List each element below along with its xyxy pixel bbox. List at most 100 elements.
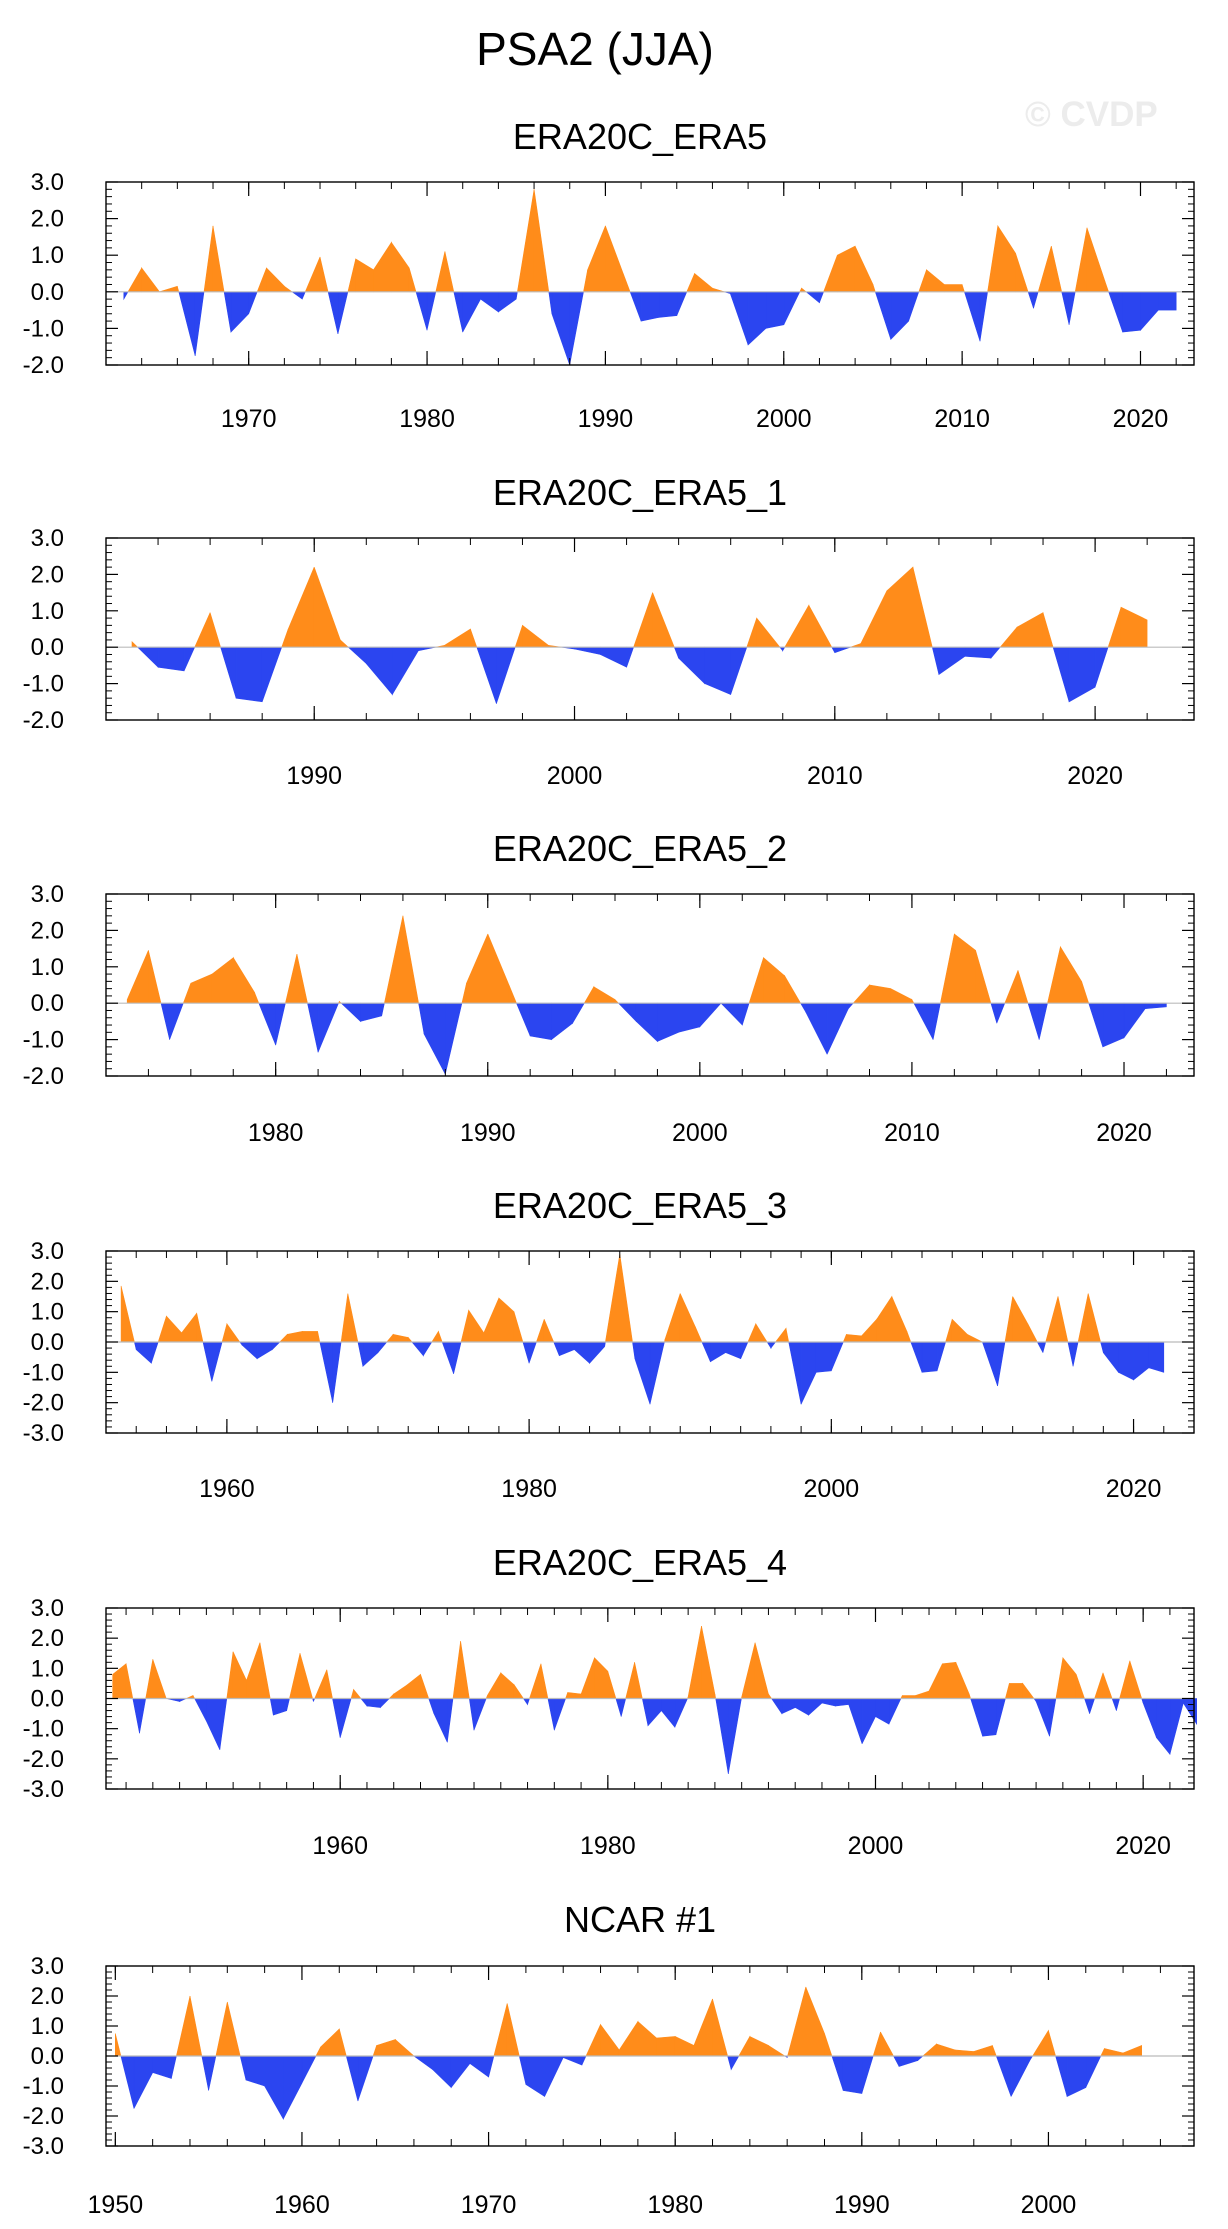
y-tick-label: -2.0 xyxy=(23,1746,64,1773)
positive-anomaly-area xyxy=(141,267,161,293)
positive-anomaly-area xyxy=(145,1659,154,1699)
negative-anomaly-area xyxy=(230,291,249,333)
positive-anomaly-area xyxy=(393,1684,408,1699)
negative-anomaly-area xyxy=(1035,1698,1050,1737)
positive-anomaly-area xyxy=(435,251,446,293)
negative-anomaly-area xyxy=(120,2055,135,2109)
positive-anomaly-area xyxy=(493,2003,508,2057)
y-tick-label: 3.0 xyxy=(31,169,64,196)
positive-anomaly-area xyxy=(176,1995,191,2057)
positive-anomaly-area xyxy=(674,2036,695,2057)
x-tick-label: 2020 xyxy=(1096,1119,1152,1147)
positive-anomaly-area xyxy=(1005,1683,1010,1699)
negative-anomaly-area xyxy=(727,1698,742,1774)
negative-anomaly-area xyxy=(220,646,237,699)
positive-anomaly-area xyxy=(768,2044,786,2057)
negative-anomaly-area xyxy=(995,2055,1012,2097)
negative-anomaly-area xyxy=(133,2055,153,2109)
positive-anomaly-area xyxy=(954,2049,975,2057)
negative-anomaly-area xyxy=(1148,1341,1165,1373)
positive-anomaly-area xyxy=(915,1690,930,1699)
negative-anomaly-area xyxy=(1158,291,1177,311)
positive-anomaly-area xyxy=(196,1313,204,1343)
positive-anomaly-area xyxy=(787,1986,807,2057)
negative-anomaly-area xyxy=(661,1698,676,1729)
y-tick-label: -3.0 xyxy=(23,1420,64,1447)
negative-anomaly-area xyxy=(1027,1002,1040,1040)
positive-anomaly-area xyxy=(320,2028,340,2057)
negative-anomaly-area xyxy=(307,1002,319,1053)
positive-anomaly-area xyxy=(580,1657,595,1699)
positive-anomaly-area xyxy=(922,2043,937,2057)
negative-anomaly-area xyxy=(480,291,499,313)
negative-anomaly-area xyxy=(861,2055,874,2094)
negative-anomaly-area xyxy=(1103,1341,1119,1374)
chart-panel-4: ERA20C_ERA5_3 -3.0 -2.0 -1.0 0.0 1.0 2.0 3.0 196… xyxy=(23,1185,1195,1503)
positive-anomaly-area xyxy=(431,1330,439,1343)
negative-anomaly-area xyxy=(632,1341,636,1359)
negative-anomaly-area xyxy=(239,2055,247,2081)
positive-anomaly-area xyxy=(392,1334,409,1343)
positive-anomaly-area xyxy=(823,255,838,293)
positive-anomaly-area xyxy=(287,566,315,648)
negative-anomaly-area xyxy=(522,1698,528,1706)
negative-anomaly-area xyxy=(678,1002,701,1033)
y-tick-label: 2.0 xyxy=(31,561,64,588)
negative-anomaly-area xyxy=(657,1002,679,1042)
negative-anomaly-area xyxy=(261,646,283,702)
positive-anomaly-area xyxy=(587,225,606,293)
positive-anomaly-area xyxy=(876,1295,893,1343)
negative-anomaly-area xyxy=(223,291,232,333)
positive-anomaly-area xyxy=(540,1663,549,1699)
positive-anomaly-area xyxy=(296,954,308,1004)
positive-anomaly-area xyxy=(634,1662,643,1699)
positive-anomaly-area xyxy=(987,225,999,293)
negative-anomaly-area xyxy=(379,1698,391,1709)
positive-anomaly-area xyxy=(286,1331,303,1343)
positive-anomaly-area xyxy=(836,245,856,293)
negative-anomaly-area xyxy=(1116,1698,1120,1711)
y-tick-label: 2.0 xyxy=(31,917,64,944)
negative-anomaly-area xyxy=(1169,1698,1184,1755)
negative-anomaly-area xyxy=(332,1698,341,1738)
panel-title: ERA20C_ERA5_4 xyxy=(493,1542,787,1583)
positive-anomaly-area xyxy=(211,957,234,1004)
positive-anomaly-area xyxy=(487,933,510,1004)
positive-anomaly-area xyxy=(284,285,293,293)
positive-anomaly-area xyxy=(233,956,255,1004)
panel-title: ERA20C_ERA5 xyxy=(513,116,767,157)
positive-anomaly-area xyxy=(506,2003,520,2057)
positive-anomaly-area xyxy=(347,1293,359,1343)
negative-anomaly-area xyxy=(921,1341,938,1373)
y-tick-label: -2.0 xyxy=(23,707,64,734)
negative-anomaly-area xyxy=(235,646,263,703)
positive-anomaly-area xyxy=(226,1322,241,1343)
y-tick-label: -1.0 xyxy=(23,2073,64,2100)
x-tick-label: 2000 xyxy=(547,762,603,790)
plot-frame xyxy=(105,181,1195,366)
negative-anomaly-area xyxy=(476,646,497,704)
negative-anomaly-area xyxy=(805,291,820,304)
negative-anomaly-area xyxy=(151,1341,159,1364)
negative-anomaly-area xyxy=(997,1341,1006,1387)
negative-anomaly-area xyxy=(710,1341,726,1363)
y-tick-label: 2.0 xyxy=(31,1268,64,1295)
x-tick-label: 2010 xyxy=(884,1119,940,1147)
negative-anomaly-area xyxy=(770,1698,783,1715)
y-tick-label: 0.0 xyxy=(31,279,64,306)
negative-anomaly-area xyxy=(982,1698,997,1737)
negative-anomaly-area xyxy=(981,1341,998,1387)
negative-anomaly-area xyxy=(544,2055,564,2097)
positive-anomaly-area xyxy=(1081,981,1090,1004)
positive-anomaly-area xyxy=(1104,280,1110,293)
positive-anomaly-area xyxy=(741,1642,756,1699)
y-tick-label: -2.0 xyxy=(23,1390,64,1417)
positive-anomaly-area xyxy=(872,2031,881,2057)
x-tick-label: 1980 xyxy=(248,1119,304,1147)
positive-anomaly-area xyxy=(373,241,392,293)
positive-anomaly-area xyxy=(1107,607,1122,648)
positive-anomaly-area xyxy=(1045,1296,1059,1343)
negative-anomaly-area xyxy=(720,1002,743,1026)
negative-anomaly-area xyxy=(800,1002,807,1014)
positive-anomaly-area xyxy=(567,1692,582,1699)
